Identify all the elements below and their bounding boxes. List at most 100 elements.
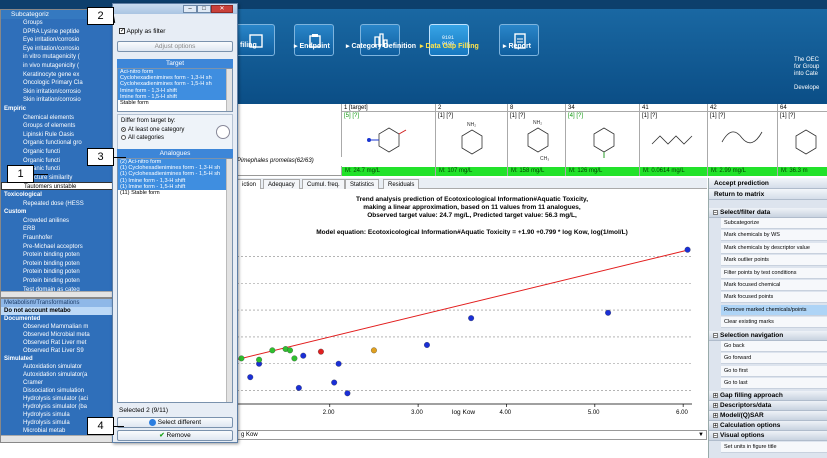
tree-item[interactable]: Pre-Michael acceptors xyxy=(23,243,83,250)
tree-item[interactable]: in vitro mutagenicity ( xyxy=(23,54,80,61)
data-point[interactable] xyxy=(238,355,245,362)
analogue-list-item[interactable]: (1) Cyclohexadienimines form - 1,5-H sh xyxy=(118,171,232,178)
radio-at-least-one[interactable]: At least one category xyxy=(121,127,184,133)
tree-item[interactable]: Organic functional gro xyxy=(23,140,82,147)
filter-action-item[interactable]: Subcategorize xyxy=(721,218,827,229)
matrix-column[interactable]: 34 [4] [?] M: 126 mg/L xyxy=(565,104,639,176)
target-list-item[interactable]: Stable form xyxy=(120,99,149,106)
data-point[interactable] xyxy=(295,384,302,391)
tab-residuals[interactable]: Residuals xyxy=(383,179,420,189)
tree-item[interactable]: Hydrolysis simula xyxy=(23,420,70,426)
descriptor-select[interactable]: g Kow ▼ xyxy=(237,430,707,440)
profiling-button[interactable] xyxy=(235,24,275,56)
data-gap-filling-button[interactable]: 0101 0100 xyxy=(429,24,469,56)
analogue-list-item[interactable]: (11) Stable form xyxy=(120,189,160,196)
endpoint-button[interactable] xyxy=(294,24,334,56)
tree-item[interactable]: Organic functi xyxy=(23,166,61,173)
tree-category[interactable]: Documented xyxy=(4,316,41,322)
data-point[interactable] xyxy=(247,374,254,381)
close-button[interactable]: ✕ xyxy=(211,5,233,13)
tree-item[interactable]: Autoxidation simulator xyxy=(23,364,83,370)
select-different-button[interactable]: Select different xyxy=(117,417,233,428)
visual-options-section[interactable]: − Visual options xyxy=(709,431,827,441)
filter-action-item[interactable]: Mark focused chemical xyxy=(721,280,827,291)
tree-item[interactable]: DPRA Lysine peptide xyxy=(23,28,80,35)
target-list-item[interactable]: Cyclohexadienimines form - 1,3-H sh xyxy=(118,75,232,82)
target-listbox[interactable]: Aci-nitro form Cyclohexadienimines form -… xyxy=(117,68,233,112)
tree-item[interactable]: Observed Mammalian m xyxy=(23,324,89,330)
tree-item[interactable]: Protein binding poten xyxy=(23,252,80,259)
analogue-list-item[interactable]: (2) Aci-nitro form xyxy=(118,159,232,166)
collapsed-section[interactable]: + Calculation options xyxy=(709,421,827,431)
tree-item[interactable]: Hydrolysis simula xyxy=(23,412,70,418)
data-point[interactable] xyxy=(317,348,324,355)
matrix-column[interactable]: 2 [1] [?] NH₂ M: 107 mg/L xyxy=(435,104,507,176)
tree-item[interactable]: Dissociation simulation xyxy=(23,388,85,394)
tree-item[interactable]: Protein binding poten xyxy=(23,260,80,267)
navigation-item[interactable]: Go forward xyxy=(721,353,827,365)
tab-prediction[interactable]: iction xyxy=(237,179,262,189)
data-point[interactable] xyxy=(269,347,276,354)
analogue-list-item[interactable]: (1) Cyclohexadienimines form - 1,3-H sh xyxy=(118,165,232,172)
tree-item[interactable]: Hydrolysis simulator (aci xyxy=(23,396,89,402)
tree-item[interactable]: Keratinocyte gene ex xyxy=(23,71,80,78)
category-definition-button[interactable] xyxy=(360,24,400,56)
analogues-list-scrollbar[interactable] xyxy=(226,159,232,402)
target-list-item[interactable]: Imine form - 1,3-H shift xyxy=(118,87,232,94)
matrix-column-target[interactable]: 1 [target] [5] [?] M: 24.7 mg/L xyxy=(341,104,435,176)
apply-as-filter-checkbox[interactable]: ✓ Apply as filter xyxy=(119,28,166,35)
selection-navigation-section[interactable]: − Selection navigation xyxy=(709,331,827,341)
metabolism-horizontal-scrollbar[interactable] xyxy=(1,435,112,442)
filter-action-item[interactable]: Clear existing marks xyxy=(721,317,827,329)
tree-category[interactable]: Simulated xyxy=(4,356,33,362)
tree-item[interactable]: Crowded anilines xyxy=(23,217,70,224)
select-filter-section[interactable]: − Select/filter data xyxy=(709,208,827,218)
collapsed-section[interactable]: + Model/(Q)SAR xyxy=(709,411,827,421)
tree-item[interactable]: Observed Rat Liver met xyxy=(23,340,87,346)
navigation-item[interactable]: Go to first xyxy=(721,365,827,377)
tree-item[interactable]: Protein binding poten xyxy=(23,278,80,284)
tree-item[interactable]: Repeated dose (HESS xyxy=(23,200,84,207)
remove-button[interactable]: ✔ Remove xyxy=(117,430,233,441)
collapsed-section[interactable]: + Descriptors/data xyxy=(709,401,827,411)
data-point[interactable] xyxy=(370,347,377,354)
data-point[interactable] xyxy=(291,355,298,362)
tree-item[interactable]: in vivo mutagenicity ( xyxy=(23,63,80,69)
tree-category[interactable]: Custom xyxy=(4,209,27,216)
visual-option-item[interactable]: Set units in figure title xyxy=(721,442,827,453)
tree-category[interactable]: Toxicological xyxy=(4,192,42,198)
data-point[interactable] xyxy=(256,356,263,363)
target-list-item[interactable]: Aci-nitro form xyxy=(118,69,232,76)
dialog-titlebar[interactable]: – □ ✕ xyxy=(113,4,237,14)
matrix-column[interactable]: 8 [1] [?] NH₂ CH₃ M: 158 mg/L xyxy=(507,104,565,176)
tree-item[interactable]: Cramer xyxy=(23,380,44,386)
data-point[interactable] xyxy=(344,390,351,397)
tree-item[interactable]: Chemical elements xyxy=(23,114,75,121)
radio-all-categories[interactable]: All categories xyxy=(121,135,164,141)
analogues-listbox[interactable]: (2) Aci-nitro form (1) Cyclohexadienimine… xyxy=(117,158,233,403)
tree-category[interactable]: Empiric xyxy=(4,106,27,112)
tree-item[interactable]: Groups xyxy=(23,20,43,26)
tree-item[interactable]: Eye irritation/corrosio xyxy=(23,37,80,44)
report-button[interactable] xyxy=(499,24,539,56)
data-point[interactable] xyxy=(287,347,293,354)
tree-item[interactable]: Oncologic Primary Cla xyxy=(23,80,83,87)
data-point[interactable] xyxy=(424,342,430,348)
tree-item[interactable]: Protein binding poten xyxy=(23,269,80,276)
tree-item[interactable]: Eye irritation/corrosio xyxy=(23,45,80,52)
adjust-options-button[interactable]: Adjust options xyxy=(117,41,233,52)
matrix-column[interactable]: 64 [1] [?] M: 36.3 m xyxy=(777,104,827,176)
filter-action-item[interactable]: Remove marked chemicals/points xyxy=(721,304,827,316)
target-list-item[interactable]: Imine form - 1,5-H shift xyxy=(118,93,232,100)
navigation-item[interactable]: Go back xyxy=(721,341,827,352)
tree-item[interactable]: Organic functi xyxy=(23,157,61,164)
maximize-button[interactable]: □ xyxy=(197,5,211,13)
tree-item[interactable]: Tautomers unstable xyxy=(1,182,112,191)
filter-action-item[interactable]: Mark chemicals by WS xyxy=(721,230,827,242)
data-point[interactable] xyxy=(331,379,338,386)
filter-action-item[interactable]: Mark outlier points xyxy=(721,255,827,267)
tab-cumul-freq[interactable]: Cumul. freq. xyxy=(302,179,345,189)
tree-item[interactable]: ERB xyxy=(23,226,36,233)
data-point[interactable] xyxy=(300,352,307,359)
differ-toggle-icon[interactable] xyxy=(216,125,230,139)
